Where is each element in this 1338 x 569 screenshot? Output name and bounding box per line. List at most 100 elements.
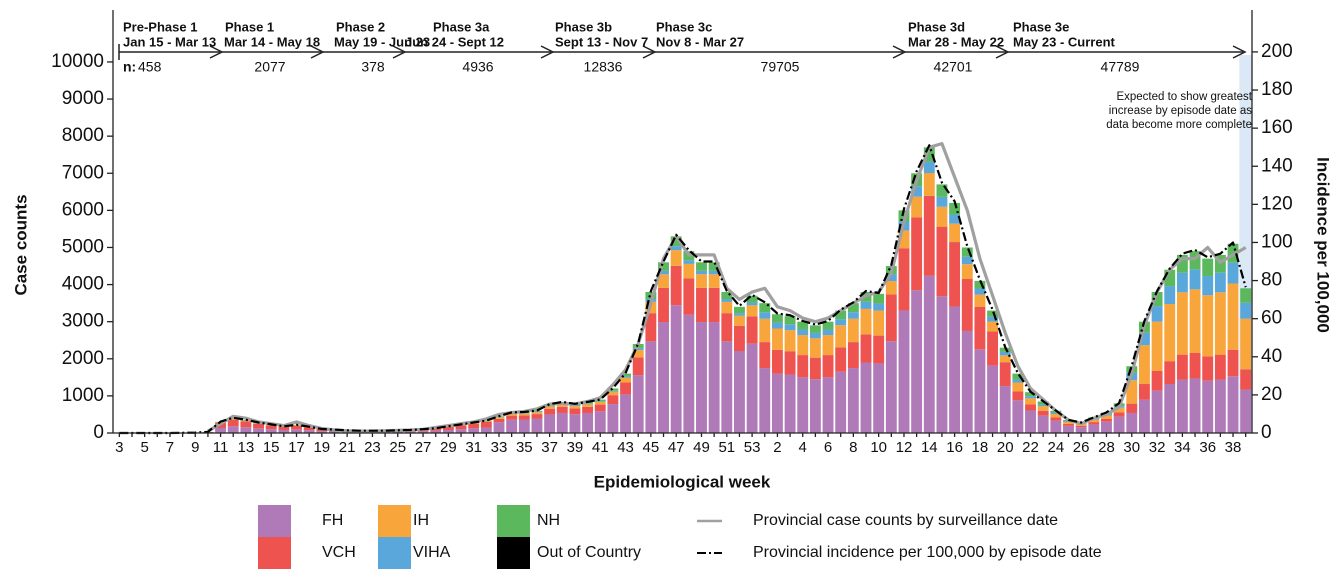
bar-segment xyxy=(480,427,492,433)
bar-segment xyxy=(974,349,986,433)
bar-segment xyxy=(1164,384,1176,433)
bar-segment xyxy=(417,431,429,433)
bar-segment xyxy=(1164,269,1176,287)
bar-segment xyxy=(873,293,885,304)
bar-segment xyxy=(607,391,619,396)
bar-segment xyxy=(734,315,745,326)
y2-axis-title: Incidence per 100,000 xyxy=(1314,157,1333,333)
bar-segment xyxy=(822,377,834,433)
bar-segment xyxy=(835,325,847,348)
bar-segment xyxy=(1025,410,1036,433)
legend-swatch xyxy=(497,537,530,569)
bar-segment xyxy=(759,303,771,313)
x-tick-label: 2 xyxy=(773,439,781,456)
bar-segment xyxy=(759,312,771,319)
x-tick-label: 53 xyxy=(744,439,761,456)
bar-segment xyxy=(974,280,986,289)
bar-segment xyxy=(1214,379,1226,433)
x-tick-label: 14 xyxy=(921,439,938,456)
legend-label: Out of Country xyxy=(537,544,641,561)
bar-segment xyxy=(999,351,1011,356)
bar-segment xyxy=(569,414,581,433)
bar-segment xyxy=(873,335,885,364)
bar-segment xyxy=(670,265,682,306)
bar-segment xyxy=(1012,400,1024,433)
x-tick-label: 16 xyxy=(946,439,963,456)
phase-arrowhead xyxy=(1232,45,1247,59)
bar-segment xyxy=(809,332,821,339)
x-tick-label: 17 xyxy=(288,439,305,456)
incidence-line xyxy=(119,144,1247,435)
bar-segment xyxy=(961,330,973,433)
bar-segment xyxy=(442,429,454,433)
bar-segment xyxy=(1138,345,1150,385)
legend-swatch xyxy=(258,537,291,569)
bar-segment xyxy=(999,362,1011,387)
phase-name: Phase 3a xyxy=(433,19,490,34)
bar-segment xyxy=(480,420,492,422)
bar-segment xyxy=(1037,410,1049,416)
bar-segment xyxy=(1164,304,1176,362)
bar-segment xyxy=(1101,421,1112,433)
bar-segment xyxy=(278,426,290,430)
x-tick-label: 7 xyxy=(166,439,174,456)
bar-segment xyxy=(1176,292,1188,355)
bar-segment xyxy=(1113,412,1125,417)
bar-segment xyxy=(658,262,669,271)
bar-segment xyxy=(847,303,859,313)
bar-segment xyxy=(771,314,783,323)
bar-segment xyxy=(1037,415,1049,433)
bar-segment xyxy=(620,394,631,433)
phase-dates: Nov 8 - Mar 27 xyxy=(656,34,744,49)
phase-n: 2077 xyxy=(254,59,285,75)
bar-segment xyxy=(961,247,973,257)
x-tick-label: 45 xyxy=(643,439,660,456)
bar-segment xyxy=(809,325,821,333)
bar-segment xyxy=(556,406,568,413)
annotation: increase by episode date as xyxy=(1109,105,1252,117)
y-tick-label: 10000 xyxy=(51,51,104,72)
phase-n: 4936 xyxy=(462,59,493,75)
bar-segment xyxy=(1126,403,1138,413)
bar-segment xyxy=(771,322,783,329)
bar-segment xyxy=(480,421,492,428)
x-tick-label: 30 xyxy=(1123,439,1140,456)
y2-tick-label: 100 xyxy=(1261,231,1293,252)
bar-segment xyxy=(746,302,758,306)
bar-segment xyxy=(240,420,252,422)
y-tick-label: 7000 xyxy=(62,162,104,183)
x-tick-label: 8 xyxy=(849,439,857,456)
bar-segment xyxy=(683,260,695,264)
bar-segment xyxy=(227,418,239,419)
bar-segment xyxy=(708,287,720,323)
bar-segment xyxy=(1214,272,1226,293)
bar-segment xyxy=(1025,392,1036,397)
x-tick-label: 25 xyxy=(389,439,406,456)
bar-segment xyxy=(620,377,631,383)
x-tick-label: 18 xyxy=(972,439,989,456)
bar-segment xyxy=(607,395,619,405)
bar-segment xyxy=(987,321,999,332)
bar-segment xyxy=(683,263,695,279)
bar-segment xyxy=(531,418,543,433)
x-tick-label: 31 xyxy=(465,439,482,456)
bar-segment xyxy=(898,310,910,433)
y-tick-label: 9000 xyxy=(62,88,104,109)
x-tick-label: 49 xyxy=(693,439,710,456)
bar-segment xyxy=(1176,254,1188,273)
bar-segment xyxy=(632,348,644,351)
bar-segment xyxy=(987,310,999,317)
y2-tick-label: 80 xyxy=(1261,270,1282,291)
x-tick-label: 22 xyxy=(1022,439,1039,456)
bar-segment xyxy=(215,427,227,433)
x-tick-label: 21 xyxy=(339,439,356,456)
bar-segment xyxy=(582,404,594,407)
bar-segment xyxy=(974,306,986,350)
bar-segment xyxy=(873,310,885,336)
phase-name: Phase 3b xyxy=(555,19,612,34)
bar-segment xyxy=(847,318,859,343)
bar-segment xyxy=(771,328,783,350)
bar-segment xyxy=(708,262,720,271)
legend-label: IH xyxy=(413,512,429,529)
